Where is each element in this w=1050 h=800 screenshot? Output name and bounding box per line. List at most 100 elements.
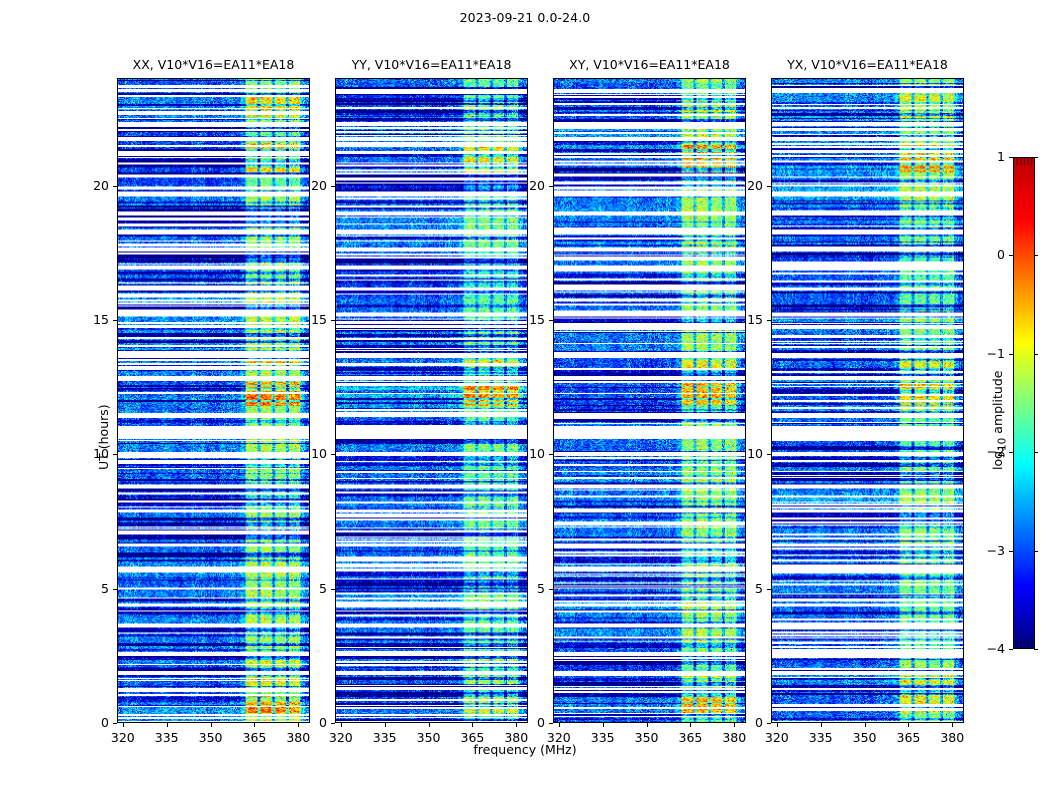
waterfall-image-yy — [335, 78, 528, 723]
x-tick-label: 350 — [198, 730, 223, 745]
x-tickmark — [952, 723, 953, 727]
x-tickmark — [123, 723, 124, 727]
x-tickmark — [690, 723, 691, 727]
y-tickmark — [331, 454, 335, 455]
x-tick-label: 320 — [764, 730, 789, 745]
y-tick-label: 5 — [319, 580, 327, 596]
y-tick-label: 20 — [93, 177, 109, 193]
y-tickmark — [331, 320, 335, 321]
colorbar-tickmark — [1009, 452, 1013, 453]
y-tick-label: 10 — [747, 446, 763, 462]
x-tick-label: 365 — [896, 730, 921, 745]
colorbar-tickmark — [1034, 157, 1038, 158]
x-tickmark — [865, 723, 866, 727]
x-tick-label: 320 — [328, 730, 353, 745]
colorbar-tickmark — [1009, 157, 1013, 158]
colorbar-tick-label: 0 — [997, 247, 1005, 263]
colorbar-tickmark — [1009, 255, 1013, 256]
y-tickmark — [331, 186, 335, 187]
y-tick-label: 20 — [747, 177, 763, 193]
x-tickmark — [254, 723, 255, 727]
x-tick-label: 335 — [590, 730, 615, 745]
y-tickmark — [331, 723, 335, 724]
waterfall-image-yx — [771, 78, 964, 723]
x-tick-label: 380 — [940, 730, 965, 745]
x-tickmark — [647, 723, 648, 727]
x-tick-label: 365 — [242, 730, 267, 745]
x-tick-label: 320 — [110, 730, 135, 745]
waterfall-image-xx — [117, 78, 310, 723]
x-tick-label: 320 — [546, 730, 571, 745]
y-tick-label: 10 — [93, 446, 109, 462]
y-tick-label: 10 — [311, 446, 327, 462]
y-tickmark — [767, 723, 771, 724]
waterfall-panel-yy[interactable] — [335, 78, 528, 723]
colorbar-tick-label: −3 — [986, 542, 1005, 558]
x-tickmark — [516, 723, 517, 727]
figure-title: 2023-09-21 0.0-24.0 — [459, 10, 591, 25]
x-tickmark — [298, 723, 299, 727]
y-tickmark — [549, 320, 553, 321]
y-tickmark — [113, 723, 117, 724]
y-tick-label: 15 — [747, 311, 763, 327]
y-tick-label: 0 — [537, 715, 545, 730]
y-tick-label: 15 — [529, 311, 545, 327]
y-tickmark — [767, 320, 771, 321]
y-tick-label: 10 — [529, 446, 545, 462]
x-tickmark — [559, 723, 560, 727]
y-tickmark — [549, 454, 553, 455]
y-tick-label: 5 — [537, 580, 545, 596]
colorbar-tickmark — [1034, 255, 1038, 256]
colorbar-tickmark — [1009, 551, 1013, 552]
y-tickmark — [549, 723, 553, 724]
x-tick-label: 335 — [808, 730, 833, 745]
panel-title-xx: XX, V10*V16=EA11*EA18 — [132, 57, 295, 72]
x-tickmark — [211, 723, 212, 727]
y-tick-label: 15 — [93, 311, 109, 327]
x-tickmark — [734, 723, 735, 727]
x-tick-label: 365 — [460, 730, 485, 745]
x-tick-label: 380 — [504, 730, 529, 745]
colorbar-tick-label: 1 — [997, 149, 1005, 164]
y-tickmark — [331, 589, 335, 590]
colorbar-tickmark — [1034, 649, 1038, 650]
x-tickmark — [472, 723, 473, 727]
y-tickmark — [767, 454, 771, 455]
colorbar-tickmark — [1009, 354, 1013, 355]
y-tickmark — [767, 186, 771, 187]
x-tick-label: 335 — [372, 730, 397, 745]
y-tickmark — [113, 589, 117, 590]
colorbar-tickmark — [1034, 452, 1038, 453]
x-tickmark — [341, 723, 342, 727]
y-tick-label: 0 — [755, 715, 763, 730]
waterfall-panel-xy[interactable] — [553, 78, 746, 723]
waterfall-panel-yx[interactable] — [771, 78, 964, 723]
x-tick-label: 350 — [634, 730, 659, 745]
y-tick-label: 0 — [319, 715, 327, 730]
colorbar-tickmark — [1034, 551, 1038, 552]
x-tickmark — [777, 723, 778, 727]
y-tick-label: 15 — [311, 311, 327, 327]
waterfall-image-xy — [553, 78, 746, 723]
panel-title-xy: XY, V10*V16=EA11*EA18 — [569, 57, 730, 72]
colorbar-gradient — [1014, 158, 1034, 648]
y-tickmark — [113, 320, 117, 321]
x-tickmark — [603, 723, 604, 727]
x-tickmark — [908, 723, 909, 727]
y-tick-label: 20 — [311, 177, 327, 193]
y-tickmark — [113, 186, 117, 187]
waterfall-panel-xx[interactable] — [117, 78, 310, 723]
colorbar-tickmark — [1034, 354, 1038, 355]
y-tickmark — [767, 589, 771, 590]
y-tick-label: 5 — [755, 580, 763, 596]
x-tickmark — [167, 723, 168, 727]
colorbar-tick-label: −4 — [986, 641, 1005, 656]
colorbar — [1013, 157, 1035, 649]
panel-title-yy: YY, V10*V16=EA11*EA18 — [351, 57, 512, 72]
x-axis-label: frequency (MHz) — [473, 742, 577, 757]
x-tick-label: 335 — [154, 730, 179, 745]
x-tick-label: 365 — [678, 730, 703, 745]
colorbar-tick-label: −2 — [986, 444, 1005, 460]
panel-title-yx: YX, V10*V16=EA11*EA18 — [787, 57, 948, 72]
